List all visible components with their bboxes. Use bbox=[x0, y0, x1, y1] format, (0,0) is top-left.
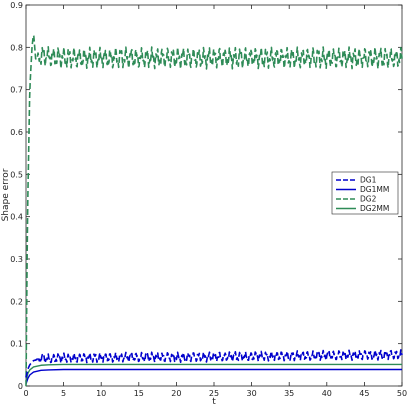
y-tick-label: 0.1 bbox=[10, 340, 23, 349]
x-tick-label: 5 bbox=[61, 389, 66, 398]
x-axis-label: t bbox=[212, 397, 216, 407]
x-tick-label: 20 bbox=[171, 389, 181, 398]
y-tick-label: 0.9 bbox=[10, 1, 23, 10]
x-tick-label: 0 bbox=[23, 389, 28, 398]
series-line-dg1 bbox=[25, 349, 403, 378]
y-tick-label: 0.6 bbox=[10, 128, 23, 137]
y-tick-label: 0.7 bbox=[10, 86, 23, 95]
y-tick-label: 0.8 bbox=[10, 43, 23, 52]
legend-label: DG2 bbox=[360, 195, 377, 204]
y-tick-label: 0.2 bbox=[10, 297, 23, 306]
ticks-layer: 0 5 10 15 20 25 30 35 40 45 50 0 0.1 0.2 0.3 0.4 0.5 0.6 0… bbox=[10, 1, 407, 398]
x-tick-label: 15 bbox=[134, 389, 144, 398]
x-tick-label: 30 bbox=[247, 389, 257, 398]
legend-label: DG1MM bbox=[360, 185, 389, 194]
series-line-dg1mm bbox=[25, 368, 402, 385]
y-axis-label: Shape error bbox=[1, 168, 11, 221]
series-layer bbox=[25, 34, 403, 387]
y-tick-label: 0.4 bbox=[10, 213, 23, 222]
x-tick-label: 35 bbox=[284, 389, 294, 398]
legend-box bbox=[331, 171, 399, 215]
legend-label: DG1 bbox=[360, 176, 377, 185]
x-tick-label: 45 bbox=[359, 389, 369, 398]
legend-label: DG2MM bbox=[360, 204, 389, 213]
x-tick-label: 50 bbox=[397, 389, 407, 398]
y-tick-label: 0 bbox=[18, 382, 23, 391]
x-tick-label: 40 bbox=[322, 389, 332, 398]
series-line-dg2 bbox=[25, 34, 403, 387]
y-tick-label: 0.5 bbox=[10, 170, 23, 179]
x-tick-label: 25 bbox=[209, 389, 219, 398]
x-tick-label: 10 bbox=[96, 389, 106, 398]
series-line-dg2mm bbox=[25, 363, 402, 382]
y-tick-label: 0.3 bbox=[10, 255, 23, 264]
